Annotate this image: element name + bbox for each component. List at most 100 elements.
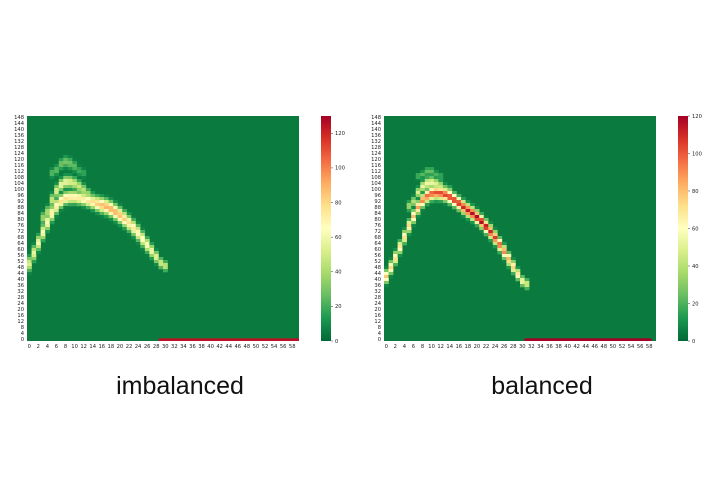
x-tick-label: 26 [501,344,508,350]
y-tick-label: 12 [17,319,24,325]
heatmap-cell [483,215,489,219]
heatmap-cell [501,251,507,255]
x-tick-label: 36 [189,344,196,350]
heatmap-cell [433,185,439,189]
heatmap-cell [131,215,137,219]
x-tick-label: 10 [428,344,435,350]
heatmap-cell [456,197,462,201]
heatmap-cell [520,284,525,288]
heatmap-cell [492,236,498,240]
heatmap-cell [420,194,426,198]
heatmap-cell [406,230,412,234]
heatmap-cell [452,203,457,207]
heatmap-cell [474,221,480,225]
x-tick-label: 50 [253,344,260,350]
heatmap-cell [117,206,123,210]
heatmap-cell [397,239,403,243]
heatmap-cell [40,236,46,240]
heatmap-cell [510,263,516,267]
heatmap-cell [63,167,69,171]
heatmap-cell [113,221,118,225]
y-tick-label: 8 [378,325,381,331]
y-tick-label: 100 [14,187,24,193]
y-tick-label: 148 [14,115,24,121]
heatmap-cell [67,194,73,198]
heatmap-cell [104,206,109,210]
heatmap-cell [67,155,73,159]
heatmap-cell [415,212,421,216]
heatmap-cell [520,278,525,282]
heatmap-cell [108,197,114,201]
heatmap-cell [54,209,60,213]
y-tick-label: 132 [371,139,381,145]
heatmap-cell [429,176,435,180]
heatmap-cell [63,191,69,195]
heatmap-cell [117,221,123,225]
y-tick-label: 108 [14,175,24,181]
colorbar-tick-label: 120 [335,131,345,137]
x-tick-label: 16 [455,344,462,350]
heatmap-cell [411,212,417,216]
heatmap-cell [45,221,50,225]
heatmap-cell [49,170,55,174]
colorbar-tick-labels: 0 20 40 60 80 100 120 [331,131,345,345]
heatmap-cell [447,191,453,195]
heatmap-cell [163,269,168,273]
heatmap-cell [488,227,494,231]
y-tick-label: 24 [374,301,381,307]
heatmap-cell [415,173,421,177]
heatmap-cell [58,179,64,183]
y-tick-label: 76 [17,223,24,229]
heatmap-cell [424,185,430,189]
colorbar-tick-label: 60 [692,226,699,232]
heatmap-cell [483,224,489,228]
heatmap-cell [76,167,82,171]
heatmap-cell [470,209,475,213]
heatmap-cell [40,221,46,225]
heatmap-cell [429,167,435,171]
x-tick-label: 42 [573,344,580,350]
y-tick-label: 144 [14,121,25,127]
x-tick-label: 6 [55,344,58,350]
baseline-row [524,338,652,341]
heatmap-cell [58,185,64,189]
heatmap-cell [122,212,128,216]
heatmap-cell [135,242,141,246]
heatmap-cell [420,188,426,192]
heatmap-cell [501,248,507,252]
heatmap-cell [144,242,150,246]
baseline-row [158,338,299,341]
heatmap-cell [492,227,498,231]
y-tick-label: 68 [17,235,24,241]
heatmap-cell [424,176,430,180]
heatmap-cell [40,224,46,228]
heatmap-cell [54,200,60,204]
heatmap-cell [452,200,457,204]
heatmap-cell [54,164,60,168]
y-tick-label: 116 [371,163,381,169]
heatmap-cell [58,191,64,195]
heatmap-cell [411,218,417,222]
heatmap-cell [474,206,480,210]
x-tick-label: 0 [28,344,31,350]
heatmap-cell [117,218,123,222]
heatmap-cell [384,272,389,276]
heatmap-cell [67,182,73,186]
colorbar [321,116,331,341]
heatmap-cell [131,227,137,231]
heatmap-cell [456,206,462,210]
y-tick-label: 112 [371,169,381,175]
heatmap-cell [31,254,37,258]
heatmap-cell [158,266,164,270]
heatmap-cell [63,155,69,159]
heatmap-cell [415,194,421,198]
heatmap-cell [104,212,109,216]
y-tick-label: 148 [371,115,381,121]
heatmap-cell [429,170,435,174]
heatmap-cell [81,173,87,177]
heatmap-cell [122,224,128,228]
heatmap-cell [49,167,55,171]
heatmap-cell [424,170,430,174]
x-tick-label: 34 [180,344,187,350]
y-tick-label: 88 [17,205,24,211]
